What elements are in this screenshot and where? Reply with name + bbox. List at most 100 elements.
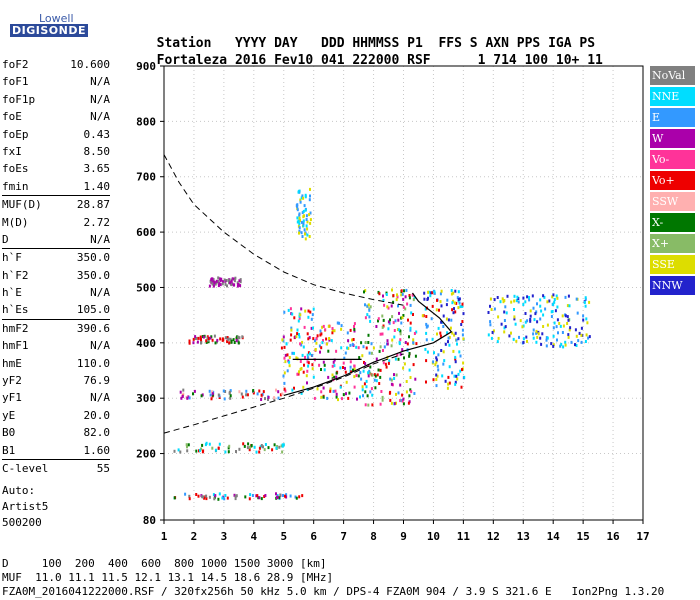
echo-point: [506, 294, 509, 298]
param-name: B0: [2, 426, 16, 440]
echo-point: [290, 326, 293, 330]
echo-point: [431, 291, 434, 295]
echo-point: [378, 382, 381, 385]
echo-point: [440, 349, 443, 352]
hdr-station: Station: [156, 36, 212, 51]
echo-point: [286, 353, 289, 357]
x-tick-label: 16: [606, 530, 620, 543]
echo-point: [504, 305, 507, 309]
echo-point: [533, 318, 536, 322]
echo-point: [405, 288, 408, 292]
legend-item-noval: NoVal: [650, 66, 695, 85]
echo-point: [405, 390, 408, 394]
echo-point: [218, 396, 221, 399]
echo-point: [263, 448, 266, 452]
echo-point: [367, 341, 370, 344]
echo-point: [306, 220, 309, 224]
echo-point: [423, 297, 426, 301]
param-row: yE 20.0: [2, 407, 110, 424]
echo-point: [296, 220, 299, 224]
echo-point: [452, 291, 455, 295]
echo-point: [281, 450, 284, 454]
echo-point: [347, 396, 350, 400]
echo-point: [564, 340, 567, 344]
echo-point: [368, 315, 371, 319]
echo-point: [396, 295, 399, 299]
echo-point: [373, 378, 376, 382]
param-value: 105.0: [76, 303, 110, 317]
echo-point: [177, 448, 180, 452]
echo-point: [279, 393, 282, 397]
echo-point: [216, 338, 219, 342]
param-row: hmE 110.0: [2, 355, 110, 372]
echo-point: [296, 332, 299, 336]
echo-point: [535, 310, 538, 314]
echo-point: [457, 372, 460, 376]
footer-distance-line: D 100 200 400 600 800 1000 1500 3000 [km…: [2, 557, 327, 570]
echo-point: [408, 354, 411, 358]
echo-point: [449, 326, 452, 330]
echo-point: [392, 294, 395, 298]
echo-point: [363, 382, 366, 386]
echo-point: [221, 496, 224, 500]
echo-point: [364, 316, 367, 320]
echo-point: [532, 306, 535, 310]
echo-point: [211, 338, 214, 342]
echo-point: [426, 350, 429, 354]
echo-point: [399, 338, 402, 342]
echo-point: [508, 334, 511, 338]
echo-point: [580, 326, 583, 330]
echo-point: [331, 364, 334, 368]
echo-point: [454, 380, 457, 384]
val-axn: 714: [493, 53, 517, 68]
echo-point: [389, 390, 392, 394]
echo-point: [389, 398, 392, 402]
echo-point: [227, 278, 230, 282]
echo-point: [424, 307, 427, 311]
echo-point: [435, 358, 438, 362]
echo-point: [461, 304, 464, 308]
echo-point: [459, 305, 462, 309]
echo-point: [206, 336, 209, 340]
y-tick-label: 800: [136, 115, 156, 128]
echo-point: [284, 360, 287, 364]
echo-point: [568, 304, 571, 308]
echo-point: [433, 290, 436, 294]
echo-point: [199, 448, 201, 452]
echo-point: [356, 397, 358, 401]
echo-point: [357, 374, 360, 378]
echo-point: [447, 382, 450, 386]
echo-point: [455, 338, 458, 342]
echo-point: [402, 297, 405, 301]
echo-point: [461, 320, 464, 323]
digisonde-logo: DIGISONDE: [10, 24, 88, 37]
param-name: foF2: [2, 58, 29, 71]
echo-point: [454, 360, 457, 364]
echo-point: [307, 364, 310, 368]
echo-point: [311, 313, 314, 317]
echo-point: [461, 333, 464, 337]
echo-point: [457, 290, 460, 294]
param-name: fxI: [2, 144, 22, 158]
echo-point: [322, 386, 325, 390]
param-name: B1: [2, 443, 16, 457]
param-value: 1.40: [83, 179, 111, 193]
echo-point: [364, 303, 366, 307]
echo-point: [307, 315, 310, 319]
echo-point: [512, 337, 515, 341]
echo-point: [226, 496, 229, 500]
echo-point: [237, 283, 240, 286]
echo-point: [187, 443, 190, 447]
echo-point: [582, 314, 585, 318]
echo-point: [588, 300, 591, 304]
echo-point: [293, 316, 296, 320]
param-name: yF1: [2, 391, 22, 405]
echo-point: [578, 331, 581, 335]
echo-point: [403, 289, 405, 293]
echo-point: [299, 219, 301, 222]
hdr-yyyy: YYYY: [234, 36, 267, 51]
echo-point: [195, 493, 198, 496]
echo-point: [368, 351, 371, 355]
echo-point: [302, 345, 305, 349]
echo-point: [349, 365, 352, 369]
